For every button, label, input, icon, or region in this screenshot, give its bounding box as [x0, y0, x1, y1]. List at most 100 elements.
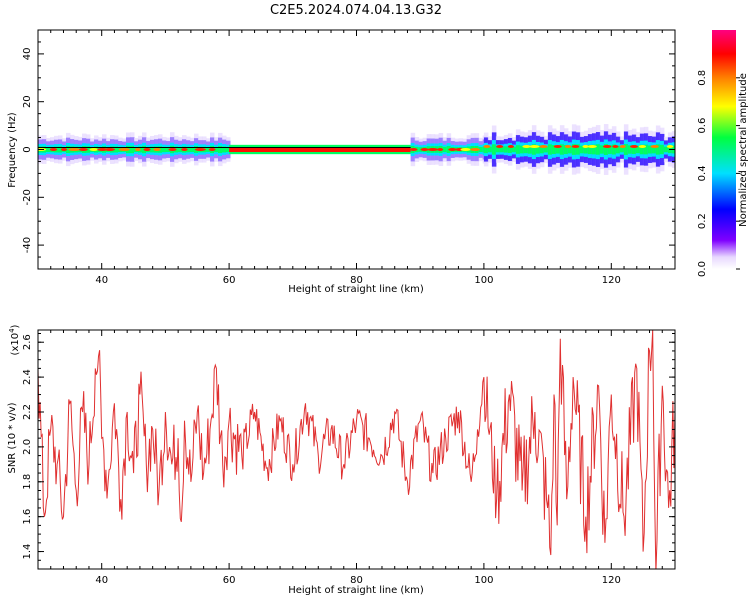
- spectrum-band: [186, 146, 191, 153]
- spectrum-peak: [118, 148, 130, 151]
- spectrum-band: [643, 144, 649, 155]
- y-tick-label: 2.0: [22, 439, 33, 455]
- spectrum-band: [519, 145, 525, 154]
- spectrum-band: [162, 146, 167, 153]
- spectrum-peak: [470, 148, 480, 151]
- spectrum-band: [567, 145, 573, 154]
- spectrum-band: [659, 144, 665, 155]
- spectrum-peak: [553, 145, 562, 148]
- spectrum-band: [499, 146, 505, 153]
- spectrum-band: [478, 146, 484, 153]
- spectrum-peak: [49, 148, 58, 151]
- snr-multiplier-close: ): [10, 324, 21, 328]
- chart-title: C2E5.2024.074.04.13.G32: [270, 3, 442, 18]
- colorbar-tick-label: 0.4: [697, 165, 708, 181]
- colorbar-gradient: [712, 30, 736, 269]
- spectrum-band: [547, 144, 553, 155]
- spectrum-peak: [134, 148, 141, 151]
- y-tick-label: -40: [22, 237, 33, 253]
- spectrum-band: [627, 145, 633, 154]
- snr-y-ticks: 1.4 1.6 1.8 2.0 2.2 2.4 2.6: [22, 332, 675, 570]
- spectrum-band: [555, 145, 561, 154]
- x-tick-label: 100: [474, 275, 493, 286]
- y-tick-label: -20: [22, 189, 33, 205]
- spectrum-band: [214, 146, 219, 153]
- spectrum-band: [218, 145, 223, 154]
- spectrum-peak: [97, 148, 108, 151]
- spectrum-band: [563, 144, 569, 155]
- colorbar-tick-label: 0.8: [697, 70, 708, 86]
- spectrum-band: [515, 145, 521, 154]
- spectrum-peak: [507, 145, 515, 148]
- spectrum-peak: [522, 145, 531, 148]
- spectrogram-y-ticks: 40 20 0 -20 -40: [22, 29, 675, 270]
- spectrogram-x-ticks: 40 60 80 100 120: [37, 30, 676, 286]
- spectrum-band: [86, 146, 91, 153]
- spectrum-band: [66, 145, 71, 154]
- snr-y-multiplier: (x104): [8, 324, 21, 355]
- spectrum-peak: [650, 145, 659, 148]
- spectrum-peak: [409, 148, 418, 151]
- y-tick-label: 40: [22, 48, 33, 61]
- spectrum-band: [559, 144, 565, 155]
- spectrum-peak: [630, 145, 639, 148]
- spectrum-peak: [666, 145, 674, 148]
- spectrum-band: [571, 144, 577, 155]
- spectrum-peak: [564, 145, 572, 148]
- y-tick-label: 20: [22, 95, 33, 108]
- spectrum-peak: [619, 145, 626, 148]
- spectrum-peak: [420, 148, 429, 151]
- spectrum-band: [599, 145, 605, 154]
- spectrum-peak: [194, 148, 206, 151]
- spectrum-band: [487, 146, 493, 153]
- spectrum-band: [651, 145, 657, 154]
- spectrum-peak: [571, 145, 580, 148]
- spectrum-band: [495, 146, 501, 153]
- spectrum-peak: [448, 148, 457, 151]
- spectrum-peak: [60, 148, 68, 151]
- spectrum-band: [663, 146, 669, 153]
- spectrum-band: [611, 144, 617, 155]
- spectrum-peak: [483, 145, 491, 148]
- spectrum-band: [591, 144, 597, 155]
- spectrum-band: [595, 144, 601, 155]
- x-tick-label: 60: [223, 275, 236, 286]
- spectrum-band: [507, 146, 513, 153]
- spectrum-band: [523, 145, 529, 154]
- spectrum-band: [527, 145, 533, 154]
- spectrum-band: [551, 144, 557, 155]
- snr-x-axis-label: Height of straight line (km): [288, 585, 424, 596]
- spectrum-band: [226, 146, 231, 153]
- y-tick-label: 2.6: [22, 334, 33, 350]
- spectrum-peak: [104, 148, 116, 151]
- spectrum-band: [190, 146, 195, 153]
- colorbar-ticks: 0.0 0.2 0.4 0.6 0.8: [697, 70, 740, 277]
- spectrum-peak: [427, 148, 439, 151]
- spectrum-peak: [587, 145, 597, 148]
- spectrum-band: [603, 144, 609, 155]
- spectrum-peak: [602, 145, 612, 148]
- spectrum-peak: [496, 145, 504, 148]
- spectrum-peak: [181, 148, 188, 151]
- spectrum-peak: [539, 145, 548, 148]
- x-tick-label: 80: [350, 275, 363, 286]
- spectrum-peak: [153, 148, 161, 151]
- x-tick-label: 100: [474, 575, 493, 586]
- spectrum-peak: [208, 148, 216, 151]
- spectrum-band: [206, 147, 211, 152]
- colorbar-tick-label: 0.0: [697, 261, 708, 277]
- snr-multiplier-base: (x10: [10, 333, 21, 356]
- spectrum-band: [511, 146, 517, 153]
- y-tick-label: 2.4: [22, 369, 33, 385]
- snr-x-ticks: 40 60 80 100 120: [37, 330, 676, 586]
- spectrum-band: [631, 145, 637, 154]
- spectrogram-panel: 40 60 80 100 120 40 20 0 -20 -40 Height of strai…: [7, 29, 676, 295]
- spectrogram-y-axis-label: Frequency (Hz): [7, 112, 18, 188]
- spectrum-peak-band: [229, 146, 411, 153]
- spectrum-band: [543, 146, 549, 153]
- x-tick-label: 120: [602, 275, 621, 286]
- spectrum-band: [531, 144, 537, 155]
- y-tick-label: 1.8: [22, 474, 33, 490]
- spectrogram-x-axis-label: Height of straight line (km): [288, 284, 424, 295]
